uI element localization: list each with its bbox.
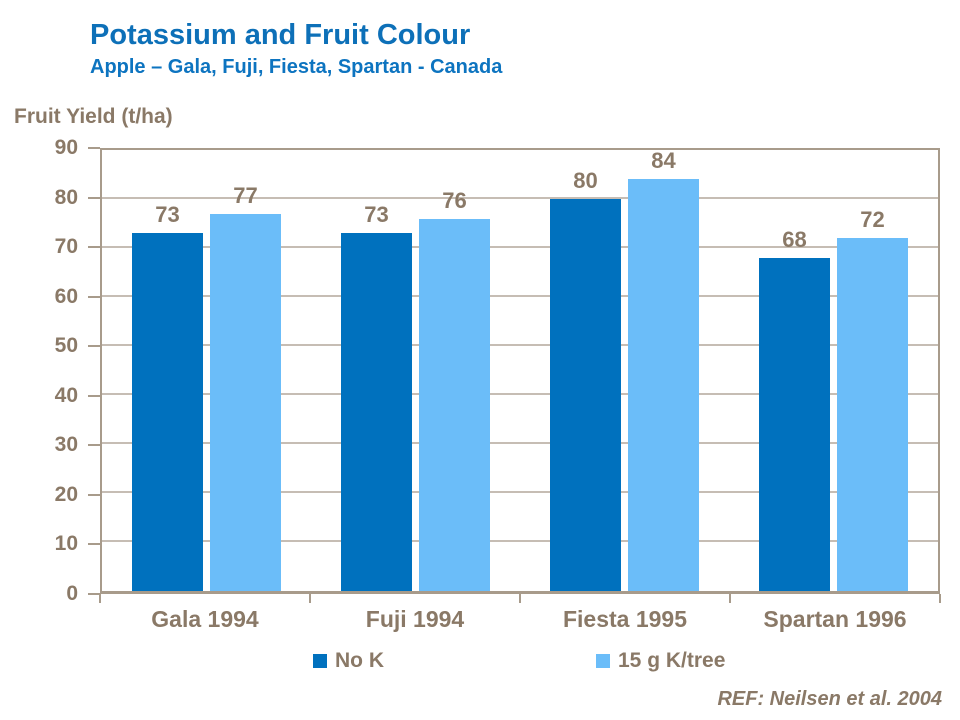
bar-value-label: 68 bbox=[782, 226, 807, 252]
y-tick-mark bbox=[88, 246, 100, 249]
y-tick-label: 60 bbox=[54, 284, 78, 308]
bar-15-g-k-tree bbox=[628, 179, 699, 591]
y-tick-label: 40 bbox=[54, 383, 78, 407]
gridline bbox=[102, 246, 938, 248]
x-category-label: Fuji 1994 bbox=[365, 606, 465, 632]
bar-groups: 73 77 73 76 80 84 68 72 bbox=[102, 148, 938, 591]
legend-item-15g-k-tree: 15 g K/tree bbox=[596, 649, 725, 673]
x-category-label: Gala 1994 bbox=[151, 606, 259, 632]
y-tick-mark bbox=[88, 345, 100, 348]
bar-group-fuji-1994: 73 76 bbox=[311, 150, 520, 591]
gridline bbox=[102, 393, 938, 395]
y-tick-mark bbox=[88, 493, 100, 496]
legend-item-no-k: No K bbox=[313, 649, 384, 673]
bar-value-label: 72 bbox=[860, 207, 885, 233]
x-tick-mark bbox=[99, 594, 101, 603]
gridline bbox=[102, 491, 938, 493]
y-tick-label: 20 bbox=[54, 482, 78, 506]
x-tick-mark bbox=[309, 594, 311, 603]
bar-15-g-k-tree bbox=[210, 213, 281, 591]
gridline bbox=[102, 540, 938, 542]
bar-15-g-k-tree bbox=[419, 218, 490, 591]
y-tick-mark bbox=[88, 543, 100, 546]
legend-marker-15g-k-tree bbox=[596, 654, 610, 668]
x-category-labels: Gala 1994 Fuji 1994 Fiesta 1995 Spartan 199… bbox=[100, 606, 940, 633]
y-tick-mark bbox=[88, 295, 100, 298]
y-tick-mark bbox=[88, 444, 100, 447]
gridline bbox=[102, 344, 938, 346]
bar-wrap: 76 bbox=[419, 188, 490, 591]
y-tick-label: 90 bbox=[54, 136, 78, 159]
bar-wrap: 73 bbox=[341, 202, 412, 591]
bar-value-label: 84 bbox=[651, 148, 676, 174]
bar-wrap: 84 bbox=[628, 148, 699, 591]
y-tick-label: 80 bbox=[54, 185, 78, 209]
bar-15-g-k-tree bbox=[837, 238, 908, 591]
bar-group-spartan-1996: 68 72 bbox=[729, 150, 938, 591]
y-tick-mark bbox=[88, 394, 100, 397]
bar-no-k bbox=[132, 233, 203, 591]
x-tick-mark bbox=[519, 594, 521, 603]
y-tick-label: 30 bbox=[54, 433, 78, 457]
bar-wrap: 80 bbox=[550, 168, 621, 591]
x-category-label: Fiesta 1995 bbox=[562, 606, 688, 632]
bar-value-label: 80 bbox=[573, 168, 598, 193]
bar-wrap: 73 bbox=[132, 202, 203, 591]
y-tick-mark bbox=[88, 147, 100, 149]
gridline bbox=[102, 197, 938, 199]
y-axis: 0 10 20 30 40 50 60 70 80 90 bbox=[0, 136, 100, 605]
bar-value-label: 73 bbox=[155, 202, 180, 228]
gridline bbox=[102, 295, 938, 298]
bar-value-label: 73 bbox=[364, 202, 389, 228]
legend-label-15g-k-tree: 15 g K/tree bbox=[618, 649, 726, 672]
y-tick-label: 10 bbox=[54, 532, 78, 556]
legend-label-no-k: No K bbox=[335, 649, 384, 672]
y-tick-mark bbox=[88, 196, 100, 199]
bar-no-k bbox=[759, 257, 830, 591]
x-tick-mark bbox=[939, 594, 941, 603]
bar-group-gala-1994: 73 77 bbox=[102, 150, 311, 591]
y-tick-label: 50 bbox=[54, 334, 78, 358]
x-tick-mark bbox=[729, 594, 731, 603]
bar-group-fiesta-1995: 80 84 bbox=[520, 148, 729, 591]
bar-no-k bbox=[341, 233, 412, 591]
bar-wrap: 77 bbox=[210, 183, 281, 591]
page-title: Potassium and Fruit Colour bbox=[90, 19, 471, 51]
page-subtitle: Apple – Gala, Fuji, Fiesta, Spartan - Ca… bbox=[90, 55, 503, 78]
plot-area: 73 77 73 76 80 84 68 72 bbox=[100, 148, 940, 594]
bar-value-label: 77 bbox=[233, 182, 258, 208]
bar-no-k bbox=[550, 199, 621, 591]
bar-value-label: 76 bbox=[442, 187, 467, 213]
x-category-label: Spartan 1996 bbox=[763, 606, 907, 632]
legend-marker-no-k bbox=[313, 654, 327, 668]
y-tick-mark bbox=[88, 593, 100, 595]
header: Potassium and Fruit Colour Apple – Gala,… bbox=[90, 19, 503, 79]
y-axis-title: Fruit Yield (t/ha) bbox=[14, 105, 173, 128]
gridline bbox=[102, 442, 938, 445]
bar-wrap: 72 bbox=[837, 207, 908, 591]
y-tick-label: 70 bbox=[54, 235, 78, 259]
y-tick-label: 0 bbox=[66, 582, 78, 605]
bar-wrap: 68 bbox=[759, 227, 830, 591]
reference-text: REF: Neilsen et al. 2004 bbox=[717, 688, 942, 710]
